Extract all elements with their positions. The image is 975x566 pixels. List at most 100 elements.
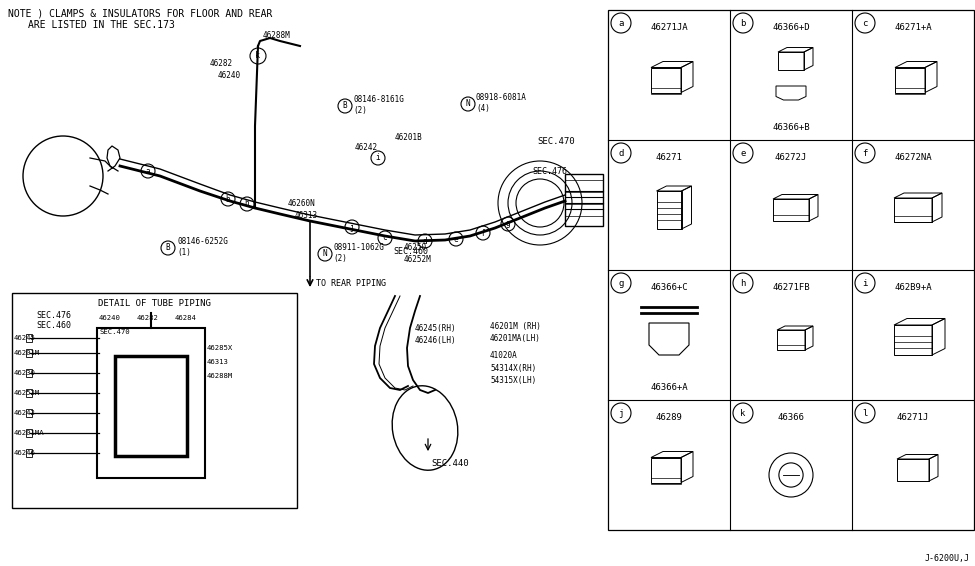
Text: b: b <box>225 195 230 204</box>
Text: TO REAR PIPING: TO REAR PIPING <box>316 278 386 288</box>
Text: k: k <box>740 409 746 418</box>
Text: 46313: 46313 <box>295 212 318 221</box>
Text: l: l <box>862 409 868 418</box>
Text: SEC.476: SEC.476 <box>36 311 71 319</box>
Text: d: d <box>618 148 624 157</box>
Text: SEC.440: SEC.440 <box>431 460 469 469</box>
Text: N: N <box>323 250 328 259</box>
Text: DETAIL OF TUBE PIPING: DETAIL OF TUBE PIPING <box>98 298 211 307</box>
Bar <box>97 328 205 478</box>
Text: 46366+B: 46366+B <box>772 122 810 131</box>
Text: 46240: 46240 <box>99 315 121 321</box>
Bar <box>26 409 32 417</box>
Bar <box>12 293 297 508</box>
Text: d: d <box>423 237 427 246</box>
Text: 54315X(LH): 54315X(LH) <box>490 375 536 384</box>
Text: e: e <box>740 148 746 157</box>
Text: 46289: 46289 <box>655 414 682 422</box>
Text: 462B9+A: 462B9+A <box>894 284 932 293</box>
Text: SEC.470: SEC.470 <box>537 136 574 145</box>
Text: 46271: 46271 <box>655 153 682 162</box>
Text: 54314X(RH): 54314X(RH) <box>490 363 536 372</box>
Text: h: h <box>740 278 746 288</box>
Text: N: N <box>466 100 470 109</box>
Text: 46242: 46242 <box>14 410 36 416</box>
Text: a: a <box>618 19 624 28</box>
Text: ARE LISTED IN THE SEC.173: ARE LISTED IN THE SEC.173 <box>28 20 175 30</box>
Text: 46240: 46240 <box>218 71 241 80</box>
Text: g: g <box>618 278 624 288</box>
Bar <box>608 10 974 530</box>
Bar <box>115 356 187 456</box>
Text: 46201M: 46201M <box>14 350 40 356</box>
Text: c: c <box>382 234 387 242</box>
Text: B: B <box>166 243 171 252</box>
Bar <box>26 449 32 457</box>
Bar <box>26 334 32 342</box>
Text: 46282: 46282 <box>137 315 159 321</box>
Text: SEC.470: SEC.470 <box>99 329 130 335</box>
Text: 46285X: 46285X <box>207 345 233 351</box>
Bar <box>26 369 32 377</box>
Text: f: f <box>862 148 868 157</box>
Text: NOTE ) CLAMPS & INSULATORS FOR FLOOR AND REAR: NOTE ) CLAMPS & INSULATORS FOR FLOOR AND… <box>8 8 272 18</box>
Text: 46201M (RH): 46201M (RH) <box>490 321 541 331</box>
Text: 46260N: 46260N <box>288 199 316 208</box>
Text: 46366+A: 46366+A <box>650 383 687 392</box>
Text: 46366: 46366 <box>778 414 804 422</box>
Text: SEC.476: SEC.476 <box>532 166 567 175</box>
Text: 46245: 46245 <box>14 335 36 341</box>
Text: SEC.460: SEC.460 <box>393 247 428 255</box>
Text: 46201B: 46201B <box>395 134 423 143</box>
Text: 46366+D: 46366+D <box>772 24 810 32</box>
Text: 46272NA: 46272NA <box>894 153 932 162</box>
Bar <box>26 389 32 397</box>
Text: j: j <box>618 409 624 418</box>
Text: (4): (4) <box>476 105 489 114</box>
Text: k: k <box>255 52 260 61</box>
Text: a: a <box>145 166 150 175</box>
Text: e: e <box>453 234 458 243</box>
Text: 46201MA(LH): 46201MA(LH) <box>490 333 541 342</box>
Text: 46246(LH): 46246(LH) <box>415 336 456 345</box>
Text: J-6200U,J: J-6200U,J <box>925 555 970 564</box>
Text: i: i <box>862 278 868 288</box>
Text: i: i <box>375 153 380 162</box>
Text: 08146-6252G: 08146-6252G <box>177 238 228 247</box>
Text: 46271JA: 46271JA <box>650 24 687 32</box>
Text: 46250: 46250 <box>404 243 427 252</box>
Text: 46252M: 46252M <box>404 255 432 264</box>
Text: 46282: 46282 <box>210 58 233 67</box>
Text: f: f <box>481 229 486 238</box>
Text: 08911-1062G: 08911-1062G <box>333 243 384 252</box>
Bar <box>26 349 32 357</box>
Text: 46271FB: 46271FB <box>772 284 810 293</box>
Text: g: g <box>506 220 510 229</box>
Text: 08918-6081A: 08918-6081A <box>476 93 526 102</box>
Bar <box>565 174 603 226</box>
Text: c: c <box>862 19 868 28</box>
Text: 46246: 46246 <box>14 450 36 456</box>
Text: 46252M: 46252M <box>14 390 40 396</box>
Text: (2): (2) <box>353 106 367 115</box>
Bar <box>26 429 32 437</box>
Text: 46284: 46284 <box>175 315 197 321</box>
Text: 46271+A: 46271+A <box>894 24 932 32</box>
Text: SEC.460: SEC.460 <box>36 320 71 329</box>
Text: 46288M: 46288M <box>207 373 233 379</box>
Text: 41020A: 41020A <box>490 351 518 361</box>
Text: 46201MA: 46201MA <box>14 430 45 436</box>
Text: 46242: 46242 <box>355 144 378 152</box>
Text: B: B <box>342 101 347 110</box>
Text: (1): (1) <box>177 248 191 258</box>
Text: 46366+C: 46366+C <box>650 284 687 293</box>
Text: b: b <box>740 19 746 28</box>
Text: 46288M: 46288M <box>263 32 291 41</box>
Text: h: h <box>245 199 250 208</box>
Text: 46271J: 46271J <box>897 414 929 422</box>
Text: j: j <box>350 222 354 231</box>
Text: (2): (2) <box>333 254 347 263</box>
Text: 46313: 46313 <box>207 359 229 365</box>
Text: 46245(RH): 46245(RH) <box>415 324 456 332</box>
Text: 08146-8161G: 08146-8161G <box>353 96 404 105</box>
